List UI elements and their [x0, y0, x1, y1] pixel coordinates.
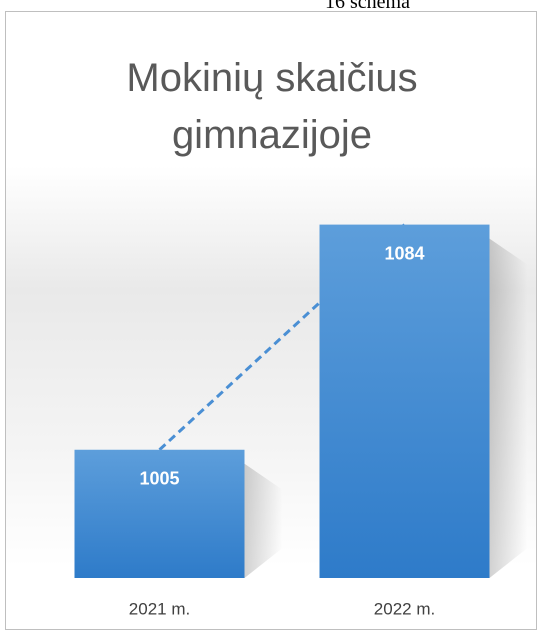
caption: 16 schema [325, 0, 410, 13]
chart-title: Mokinių skaičius gimnazijoje [126, 56, 418, 157]
bar-shadow [489, 238, 528, 578]
bar [319, 224, 490, 578]
data-label: 1005 [139, 469, 179, 489]
x-tick-label: 2021 m. [129, 599, 190, 618]
bar [74, 449, 245, 578]
data-label: 1084 [384, 243, 424, 263]
bar-shadow [244, 463, 283, 578]
x-tick-label: 2022 m. [374, 599, 435, 618]
